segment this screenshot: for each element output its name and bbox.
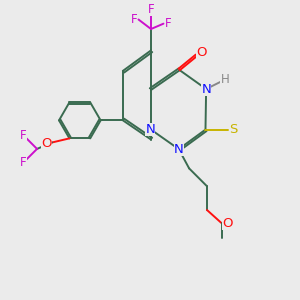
- Text: N: N: [146, 123, 155, 136]
- Text: H: H: [220, 73, 229, 86]
- Text: F: F: [165, 17, 171, 30]
- Text: N: N: [174, 142, 184, 156]
- Text: F: F: [20, 129, 27, 142]
- Text: F: F: [131, 13, 137, 26]
- Text: O: O: [196, 46, 206, 59]
- Text: F: F: [148, 3, 154, 16]
- Text: S: S: [229, 123, 237, 136]
- Text: F: F: [20, 156, 27, 169]
- Text: N: N: [201, 82, 211, 95]
- Text: O: O: [42, 137, 52, 150]
- Text: O: O: [223, 217, 233, 230]
